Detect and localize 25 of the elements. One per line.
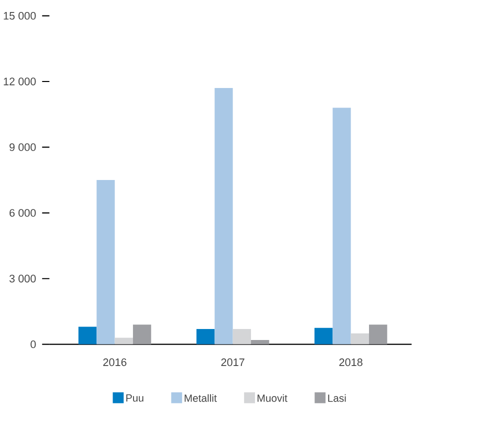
- bar: [232, 329, 251, 344]
- y-tick-label: 12 000: [4, 78, 36, 86]
- x-tick-label: 2017: [221, 358, 244, 366]
- bar: [369, 324, 388, 344]
- legend-label: Puu: [126, 394, 144, 402]
- legend-label: Metallit: [184, 394, 217, 402]
- y-tick-label: 9 000: [10, 143, 36, 152]
- y-tick-label: 0: [30, 340, 36, 348]
- bar: [78, 326, 97, 344]
- bar: [196, 329, 215, 344]
- bar: [350, 333, 370, 344]
- bar: [250, 340, 270, 344]
- bar: [332, 108, 351, 344]
- x-tick-label: 2018: [339, 358, 362, 366]
- x-tick-label: 2016: [103, 358, 126, 366]
- bar: [214, 88, 233, 344]
- y-tick-label: 6 000: [10, 209, 36, 217]
- bar: [314, 328, 333, 344]
- y-tick-label: 15 000: [4, 12, 36, 20]
- legend-label: Muovit: [258, 394, 288, 402]
- bar: [132, 324, 152, 344]
- legend-label: Lasi: [328, 394, 346, 402]
- bar: [96, 180, 115, 344]
- bar: [114, 338, 133, 344]
- y-tick-label: 3 000: [9, 274, 36, 282]
